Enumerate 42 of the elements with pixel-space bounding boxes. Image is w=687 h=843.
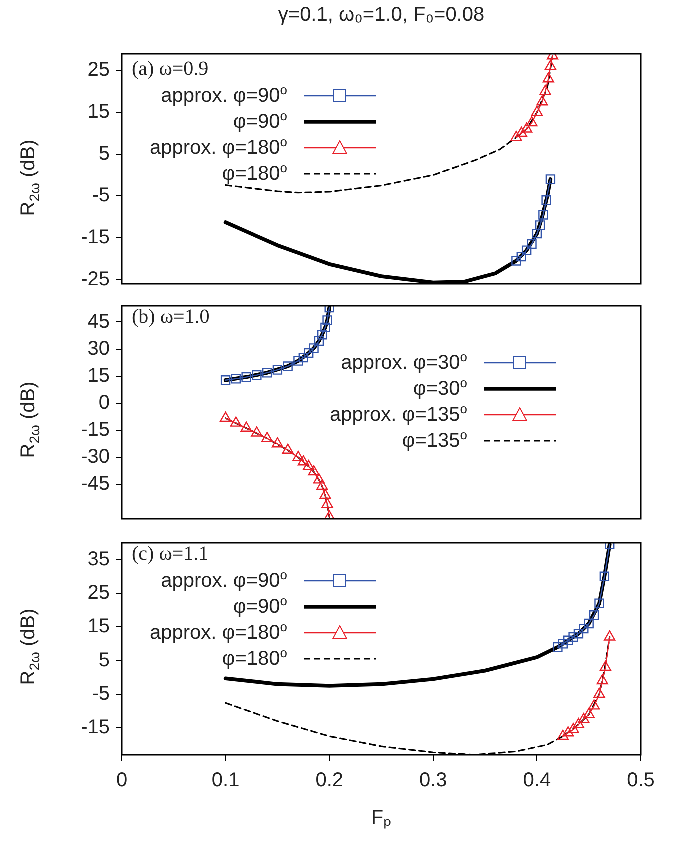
y-tick-label: 5	[98, 649, 110, 672]
x-axis-title: Fₚ	[371, 806, 392, 830]
chart-title: γ=0.1, ω₀=1.0, F₀=0.08	[278, 4, 485, 27]
y-tick-label: 35	[88, 548, 110, 570]
y-tick-label: -30	[81, 446, 110, 468]
legend-label: φ=180$^{o}$	[221, 645, 288, 670]
y-tick-label: 15	[88, 616, 110, 638]
legend-label: approx. φ=90$^{o}$	[160, 567, 288, 592]
x-tick-label: 0.5	[627, 770, 655, 792]
y-tick-label: 30	[88, 338, 110, 360]
x-tick-label: 0.3	[419, 770, 448, 792]
y-tick-label: -45	[81, 473, 110, 496]
y-tick-label: -15	[81, 419, 110, 442]
legend-label: approx. φ=180$^{o}$	[150, 619, 288, 644]
y-tick-label: 45	[88, 310, 110, 333]
y-tick-label: -15	[81, 716, 110, 739]
y-tick-label: -5	[92, 682, 110, 705]
y-tick-label: 0	[98, 392, 110, 414]
y-tick-label: 25	[88, 582, 110, 604]
legend-label: φ=180$^{o}$	[221, 160, 288, 185]
y-tick-label: 15	[88, 364, 110, 387]
legend-label: φ=90$^{o}$	[232, 108, 288, 133]
legend-label: approx. φ=135$^{o}$	[330, 401, 468, 426]
annotation: (a) ω=0.9	[132, 58, 209, 81]
x-tick-label: 0.4	[523, 770, 552, 792]
annotation: (c) ω=1.1	[132, 543, 209, 566]
legend-label: approx. φ=90$^{o}$	[160, 82, 288, 107]
y-tick-label: 25	[88, 59, 110, 82]
x-tick-label: 0.1	[212, 770, 240, 792]
legend-label: φ=135$^{o}$	[401, 427, 468, 452]
legend-label: φ=90$^{o}$	[232, 593, 288, 618]
x-tick-label: 0.2	[316, 770, 344, 792]
annotation: (b) ω=1.0	[132, 306, 210, 329]
legend-label: approx. φ=30$^{o}$	[340, 349, 468, 374]
y-tick-label: -5	[92, 184, 110, 207]
y-tick-label: 15	[88, 101, 110, 124]
legend-label: φ=30$^{o}$	[412, 375, 468, 400]
x-tick-label: 0	[116, 770, 128, 792]
y-tick-label: -15	[81, 226, 110, 249]
y-tick-label: -25	[81, 268, 110, 290]
y-tick-label: 5	[98, 142, 110, 165]
legend-label: approx. φ=180$^{o}$	[150, 134, 288, 159]
